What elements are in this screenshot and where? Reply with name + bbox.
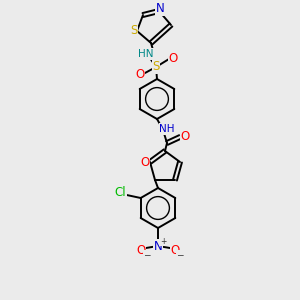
Text: S: S [130,25,138,38]
Text: HN: HN [138,49,154,59]
Text: O: O [136,244,146,257]
Text: S: S [152,61,160,74]
Text: O: O [168,52,178,64]
Text: −: − [143,250,151,260]
Text: O: O [170,244,180,257]
Text: N: N [156,2,164,16]
Text: NH: NH [159,124,175,134]
Text: −: − [176,250,184,260]
Text: N: N [154,239,162,253]
Text: O: O [135,68,145,80]
Text: +: + [160,236,166,245]
Text: O: O [140,155,150,169]
Text: Cl: Cl [115,187,127,200]
Text: O: O [180,130,190,142]
